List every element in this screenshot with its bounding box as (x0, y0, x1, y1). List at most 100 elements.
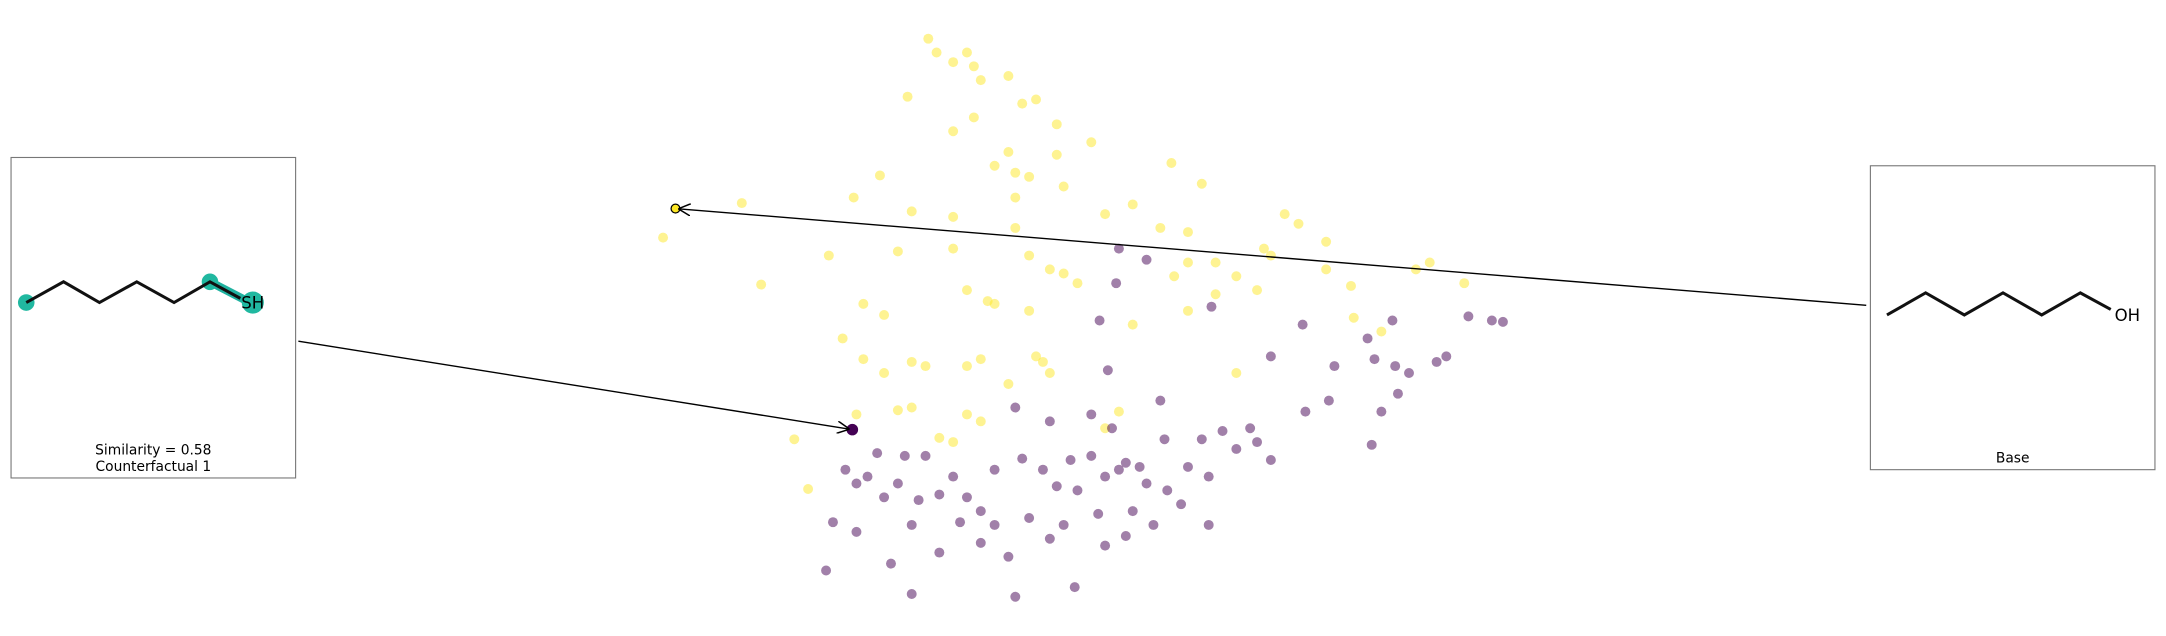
scatter-point (1279, 209, 1290, 220)
scatter-point (1196, 434, 1207, 445)
scatter-point (1203, 471, 1214, 482)
scatter-point (1037, 356, 1048, 367)
scatter-point (1024, 171, 1035, 182)
scatter-point (1010, 402, 1021, 413)
base-label: Base (1996, 451, 2030, 467)
scatter-point (1183, 227, 1193, 238)
scatter-point (1010, 222, 1021, 233)
scatter-point (1404, 368, 1414, 378)
scatter-point (1072, 485, 1083, 496)
scatter-point (1376, 326, 1387, 337)
scatter-point (961, 409, 972, 420)
scatter-point (968, 112, 979, 123)
scatter-point (1031, 351, 1042, 362)
scatter-point (923, 33, 934, 44)
scatter-point (879, 309, 890, 320)
scatter-point (1113, 464, 1124, 475)
scatter-point (858, 298, 869, 309)
scatter-point (1348, 312, 1359, 323)
scatter-point (892, 405, 903, 416)
scatter-point (1113, 243, 1124, 254)
scatter-point (1051, 481, 1062, 492)
scatter-point (1169, 271, 1180, 282)
scatter-point (961, 47, 972, 58)
scatter-point (1321, 264, 1332, 275)
scatter-point (1086, 409, 1097, 420)
scatter-point (1210, 289, 1221, 300)
scatter-point (961, 492, 972, 503)
scatter-point (1366, 439, 1377, 450)
scatter-point (906, 402, 917, 413)
scatter-point (1094, 315, 1105, 326)
scatter-point (1017, 98, 1028, 109)
scatter-point (879, 492, 890, 503)
similarity-label: Similarity = 0.58 (95, 442, 211, 458)
scatter-point (1210, 257, 1221, 268)
molecule-bonds (25, 280, 242, 305)
scatter-point (1086, 137, 1097, 148)
scatter-point (1100, 423, 1111, 434)
scatter-point (1058, 268, 1069, 279)
highlight-atom (17, 294, 35, 311)
scatter-point (1113, 406, 1124, 417)
scatter-point (1127, 319, 1138, 330)
scatter-point (1010, 591, 1021, 602)
scatter-point (851, 478, 862, 489)
scatter-point (899, 450, 910, 461)
scatter-point (1107, 423, 1117, 434)
scatter-point (1003, 71, 1014, 81)
scatter-point (756, 279, 767, 290)
scatter-point (1044, 368, 1055, 378)
scatter-point (1058, 181, 1069, 192)
scatter-point (961, 285, 972, 296)
scatter-point (1058, 519, 1069, 530)
scatter-point (886, 558, 896, 569)
scatter-point (1127, 506, 1138, 517)
scatter-point (892, 246, 903, 257)
scatter-point (879, 368, 890, 378)
scatter-point (1183, 461, 1193, 472)
scatter-point (1206, 301, 1217, 312)
scatter-point (1065, 455, 1076, 465)
scatter-point (1072, 278, 1083, 289)
base-inset: OH Base (1869, 165, 2156, 471)
scatter-point (1100, 209, 1111, 220)
atom-label: OH (2115, 306, 2140, 325)
scatter-point (1424, 257, 1435, 268)
scatter-point (1293, 218, 1304, 229)
scatter-point (837, 333, 848, 344)
scatter-point (902, 91, 913, 102)
scatter-point (789, 434, 800, 445)
scatter-point (1024, 305, 1035, 316)
scatter-point (1265, 250, 1276, 261)
scatter-point (1024, 513, 1035, 524)
scatter-point (827, 517, 838, 528)
scatter-point (821, 565, 832, 576)
scatter-point (1231, 443, 1242, 454)
scatter-point (955, 517, 966, 528)
scatter-point (1166, 158, 1177, 168)
scatter-point (961, 361, 972, 372)
scatter-point (1010, 167, 1021, 178)
annotation-arrow (678, 209, 1867, 306)
scatter-point (975, 75, 986, 86)
scatter-point (1003, 551, 1014, 562)
scatter-point (1120, 531, 1131, 541)
highlight-atom (241, 291, 264, 314)
scatter-point (1486, 315, 1497, 326)
scatter-point (1044, 533, 1055, 544)
scatter-point (1044, 416, 1055, 427)
molecule-bonds (1886, 291, 2112, 317)
scatter-point (1003, 379, 1014, 390)
scatter-point (1252, 285, 1263, 296)
scatter-point (1003, 146, 1014, 157)
scatter-point (1217, 426, 1228, 436)
scatter-point (1069, 582, 1080, 593)
scatter-point (1148, 519, 1159, 530)
scatter-point (1155, 395, 1166, 406)
scatter-point (858, 354, 869, 365)
scatter-point (1245, 423, 1256, 434)
inset-frame (1869, 165, 2156, 471)
